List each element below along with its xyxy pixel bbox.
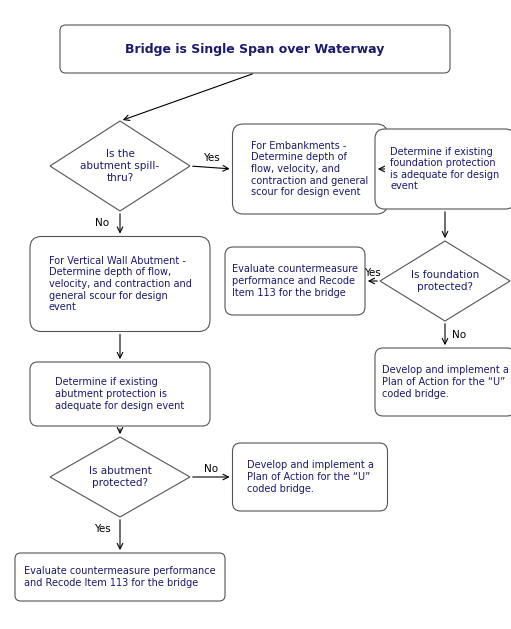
FancyBboxPatch shape — [30, 362, 210, 426]
Text: Bridge is Single Span over Waterway: Bridge is Single Span over Waterway — [125, 43, 385, 55]
Text: Is the
abutment spill-
thru?: Is the abutment spill- thru? — [80, 150, 159, 182]
Text: Develop and implement a
Plan of Action for the “U”
coded bridge.: Develop and implement a Plan of Action f… — [382, 365, 508, 399]
Text: Yes: Yes — [364, 268, 381, 278]
Text: Yes: Yes — [203, 153, 220, 163]
Text: Is abutment
protected?: Is abutment protected? — [88, 466, 151, 488]
FancyBboxPatch shape — [15, 553, 225, 601]
FancyBboxPatch shape — [233, 443, 387, 511]
Text: No: No — [204, 464, 218, 474]
Text: No: No — [95, 218, 109, 228]
Text: Is foundation
protected?: Is foundation protected? — [411, 270, 479, 292]
FancyBboxPatch shape — [375, 129, 511, 209]
Text: No: No — [452, 330, 466, 340]
Text: Determine if existing
abutment protection is
adequate for design event: Determine if existing abutment protectio… — [55, 377, 184, 411]
Polygon shape — [50, 437, 190, 517]
Polygon shape — [50, 121, 190, 211]
FancyBboxPatch shape — [225, 247, 365, 315]
Text: Evaluate countermeasure performance
and Recode Item 113 for the bridge: Evaluate countermeasure performance and … — [24, 566, 216, 587]
Text: Evaluate countermeasure
performance and Recode
Item 113 for the bridge: Evaluate countermeasure performance and … — [232, 264, 358, 298]
Text: For Vertical Wall Abutment -
Determine depth of flow,
velocity, and contraction : For Vertical Wall Abutment - Determine d… — [49, 256, 192, 312]
Text: Determine if existing
foundation protection
is adequate for design
event: Determine if existing foundation protect… — [390, 147, 500, 191]
FancyBboxPatch shape — [30, 237, 210, 331]
Text: Develop and implement a
Plan of Action for the “U”
coded bridge.: Develop and implement a Plan of Action f… — [247, 460, 374, 494]
FancyBboxPatch shape — [375, 348, 511, 416]
Polygon shape — [380, 241, 510, 321]
Text: Yes: Yes — [94, 524, 110, 534]
FancyBboxPatch shape — [60, 25, 450, 73]
FancyBboxPatch shape — [233, 124, 387, 214]
Text: For Embankments -
Determine depth of
flow, velocity, and
contraction and general: For Embankments - Determine depth of flo… — [251, 141, 368, 198]
